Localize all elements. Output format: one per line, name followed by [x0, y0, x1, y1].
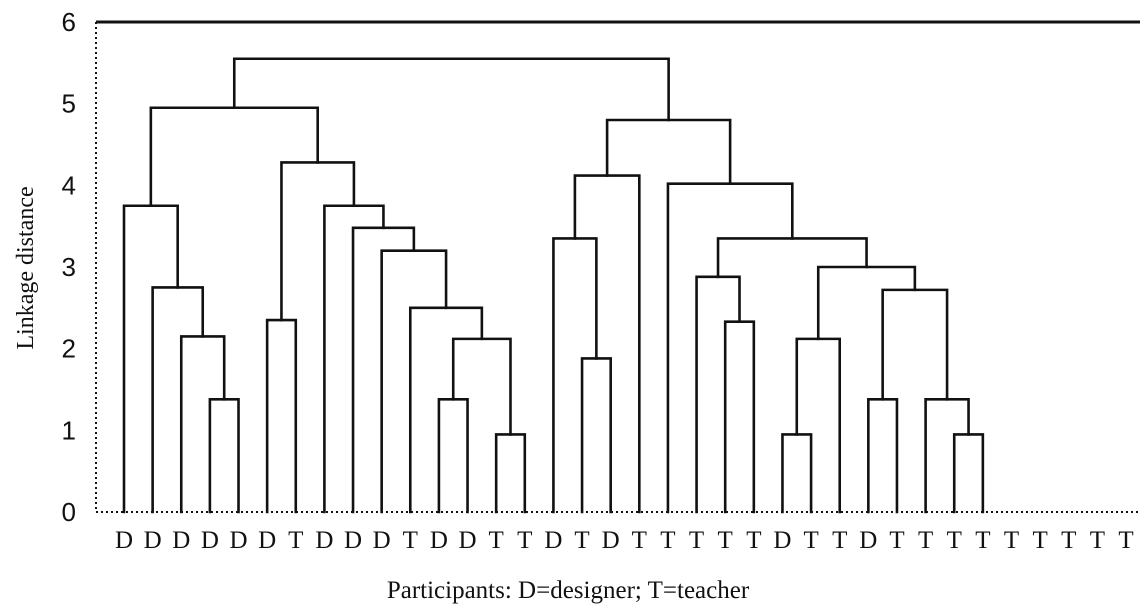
dendrogram-link — [151, 286, 205, 514]
leaf-label: D — [459, 527, 477, 554]
dendrogram-link — [149, 106, 319, 208]
y-tick-label: 5 — [62, 89, 76, 119]
y-tick-label: 4 — [62, 170, 76, 200]
dendrogram-link — [605, 118, 732, 185]
leaf-label: T — [832, 527, 847, 554]
dendrogram-link — [781, 433, 813, 514]
leaf-label: T — [517, 527, 532, 554]
dendrogram-link — [881, 288, 949, 401]
y-axis-label: Linkage distance — [13, 186, 39, 349]
dendrogram-links — [122, 57, 985, 514]
leaf-label: T — [718, 527, 733, 554]
leaf-label: T — [660, 527, 675, 554]
leaf-label: T — [1118, 527, 1133, 554]
leaf-label: D — [602, 527, 620, 554]
dendrogram-link — [716, 237, 868, 279]
leaf-label: D — [115, 527, 133, 554]
leaf-label: T — [689, 527, 704, 554]
dendrogram-link — [451, 337, 512, 436]
leaf-label: D — [859, 527, 877, 554]
leaf-label: T — [1090, 527, 1105, 554]
leaf-label: T — [918, 527, 933, 554]
leaf-label: D — [201, 527, 219, 554]
leaf-label: T — [632, 527, 647, 554]
y-tick-label: 0 — [62, 497, 76, 527]
dendrogram-link — [265, 318, 298, 514]
dendrogram-link — [695, 275, 741, 514]
dendrogram-link — [580, 357, 612, 514]
leaf-label: D — [144, 527, 162, 554]
leaf-label: T — [803, 527, 818, 554]
leaf-label: T — [489, 527, 504, 554]
y-tick-label: 3 — [62, 252, 76, 282]
dendrogram-link — [867, 397, 899, 514]
dendrogram-link — [351, 226, 416, 514]
dendrogram-link — [494, 433, 527, 514]
dendrogram-link — [666, 182, 794, 514]
y-tick-label: 2 — [62, 334, 76, 364]
dendrogram-link — [380, 249, 448, 514]
leaf-label: T — [288, 527, 303, 554]
dendrogram-link — [723, 320, 756, 514]
leaf-label: T — [1004, 527, 1019, 554]
leaf-label: D — [172, 527, 190, 554]
leaf-label: D — [229, 527, 247, 554]
plot-frame — [95, 20, 1140, 513]
leaf-label: D — [373, 527, 391, 554]
x-axis-label: Participants: D=designer; T=teacher — [387, 577, 750, 604]
leaf-label: D — [344, 527, 362, 554]
dendrogram-link — [122, 204, 179, 514]
y-axis-ticks: 0 1 2 3 4 5 6 — [62, 7, 76, 527]
y-tick-label: 6 — [62, 7, 76, 37]
leaf-label: T — [1032, 527, 1047, 554]
dendrogram-link — [924, 397, 970, 514]
leaf-label: T — [746, 527, 761, 554]
dendrogram-link — [795, 337, 842, 514]
dendrogram-link — [179, 335, 226, 514]
leaf-label: D — [315, 527, 333, 554]
dendrogram-link — [232, 57, 670, 122]
dendrogram-link — [573, 174, 641, 514]
leaf-label: T — [574, 527, 589, 554]
dendrogram-link — [552, 237, 598, 514]
dendrogram-link — [952, 433, 985, 514]
dendrogram-link — [437, 397, 469, 514]
leaf-label: T — [889, 527, 904, 554]
leaf-label: D — [430, 527, 448, 554]
dendrogram-link — [280, 161, 356, 322]
leaf-label: D — [258, 527, 276, 554]
leaf-label: T — [975, 527, 990, 554]
leaf-label: D — [773, 527, 791, 554]
dendrogram-link — [816, 265, 917, 341]
y-tick-label: 1 — [62, 415, 76, 445]
leaf-label: T — [947, 527, 962, 554]
leaf-label: D — [544, 527, 562, 554]
leaf-label: T — [403, 527, 418, 554]
dendrogram-link — [208, 397, 240, 514]
leaf-label: T — [1061, 527, 1076, 554]
